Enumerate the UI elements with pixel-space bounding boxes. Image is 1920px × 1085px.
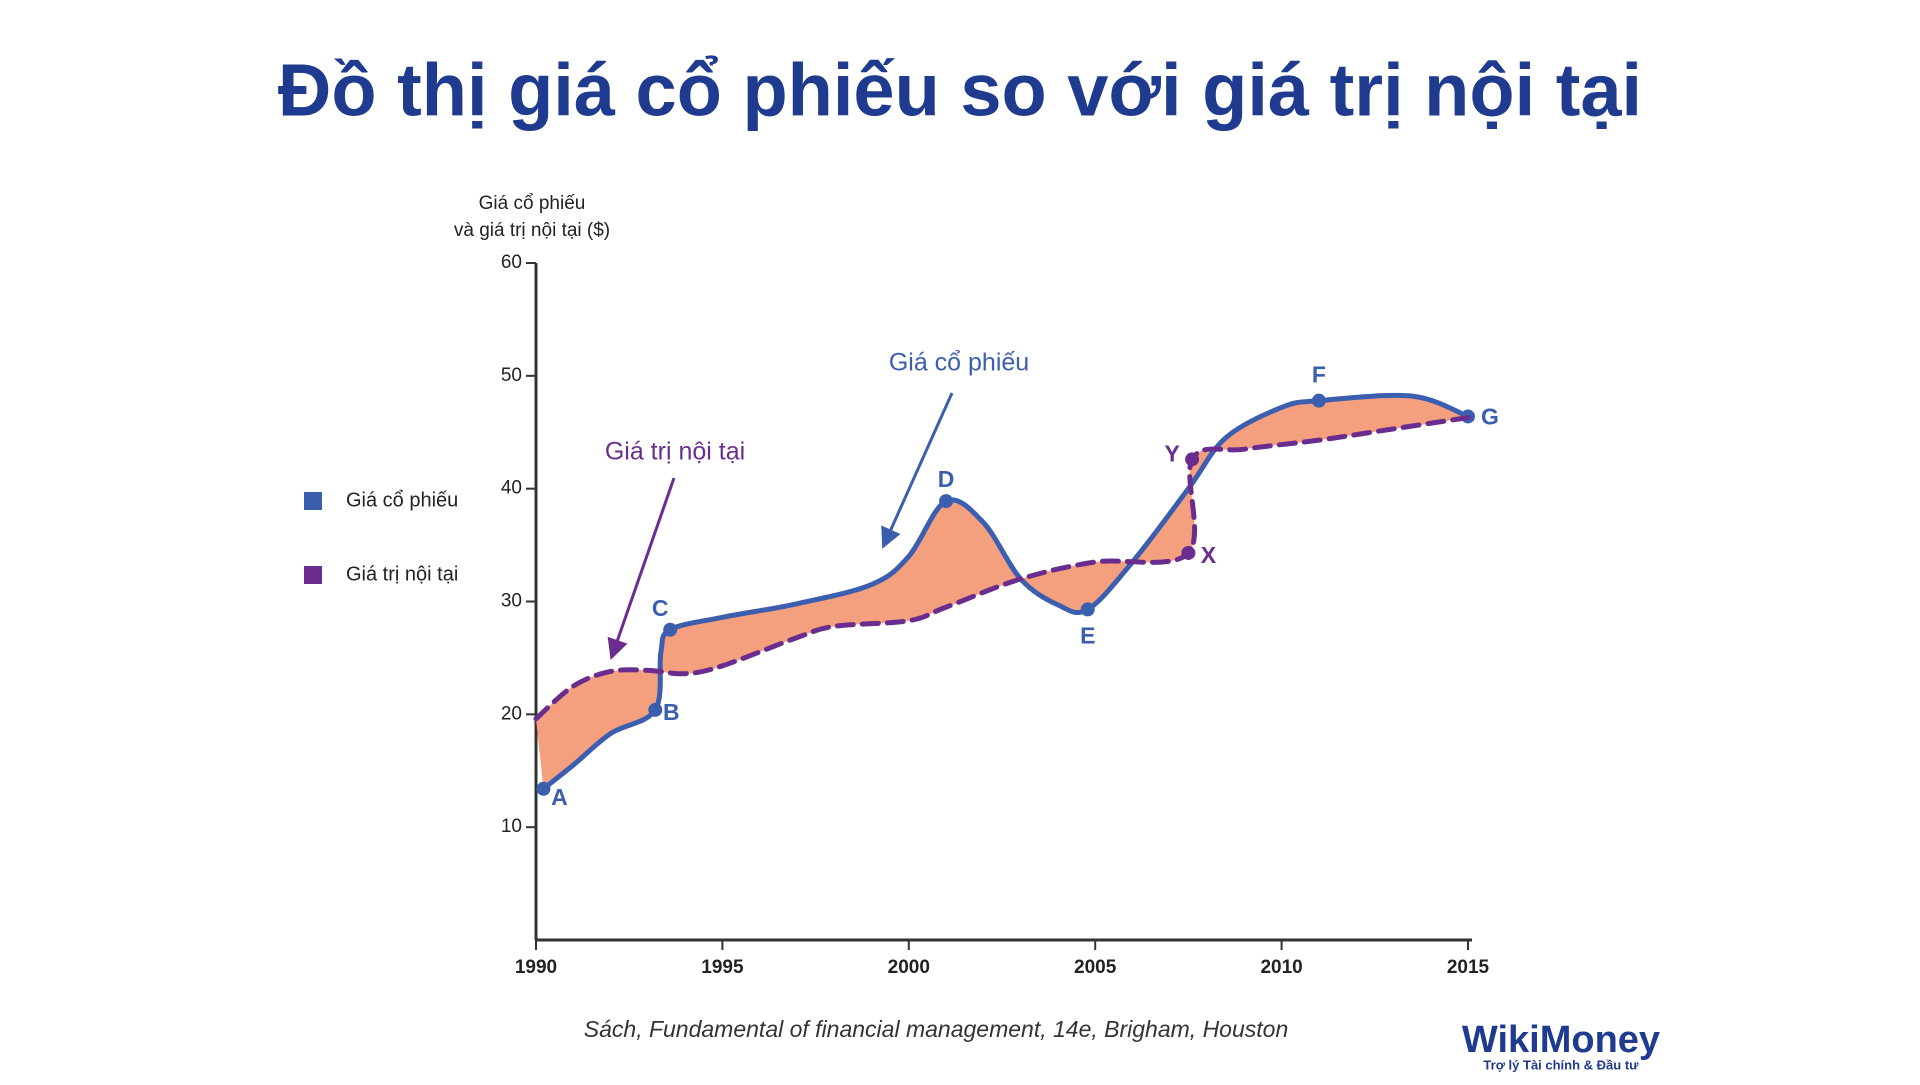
y-tick-label: 30: [501, 591, 522, 612]
point-marker: [648, 702, 663, 717]
series-line: [540, 392, 1471, 792]
point-marker: [1080, 602, 1095, 617]
point-marker: [1181, 545, 1196, 560]
logo: WikiMoney: [1462, 1019, 1660, 1061]
y-tick-label: 10: [501, 816, 522, 837]
point-label: G: [1481, 404, 1499, 430]
point-marker: [1185, 452, 1200, 467]
x-tick-label: 2005: [1074, 957, 1117, 978]
y-tick-label: 40: [501, 478, 522, 499]
y-tick-label: 20: [501, 703, 522, 724]
x-tick-label: 1995: [701, 957, 744, 978]
x-tick-label: 2015: [1447, 957, 1490, 978]
point-marker: [1311, 393, 1326, 408]
x-tick-label: 1990: [515, 957, 557, 978]
point-marker: [536, 781, 551, 796]
annotation-arrow: [881, 392, 954, 549]
point-label: B: [663, 699, 680, 725]
legend-label: Giá trị nội tại: [346, 563, 458, 585]
point-marker: [663, 622, 678, 637]
y-axis-label: và giá trị nội tại ($): [454, 220, 610, 241]
legend-label: Giá cổ phiếu: [346, 489, 458, 511]
y-tick-label: 50: [501, 365, 522, 386]
legend-swatch: [304, 566, 322, 584]
y-axis-label: Giá cổ phiếu: [479, 193, 586, 214]
annotation-arrow: [607, 477, 676, 660]
point-label: C: [652, 595, 669, 621]
point-label: X: [1201, 542, 1217, 568]
source: Sách, Fundamental of financial managemen…: [584, 1016, 1288, 1042]
legend-swatch: [304, 492, 322, 510]
point-marker: [939, 494, 954, 509]
point-label: D: [938, 466, 955, 492]
point-label: Y: [1164, 440, 1179, 466]
annotation: Giá trị nội tại: [605, 438, 745, 466]
point-label: A: [551, 784, 568, 810]
x-tick-label: 2010: [1260, 957, 1302, 978]
annotation: Giá cổ phiếu: [889, 349, 1029, 377]
chart-title: Đồ thị giá cổ phiếu so với giá trị nội t…: [278, 49, 1642, 132]
series-line: [533, 415, 1471, 722]
x-tick-label: 2000: [888, 957, 930, 978]
point-label: E: [1080, 622, 1095, 648]
logo-tagline: Trợ lý Tài chính & Đầu tư: [1483, 1057, 1639, 1072]
y-tick-label: 60: [501, 252, 522, 273]
point-label: F: [1312, 362, 1326, 388]
